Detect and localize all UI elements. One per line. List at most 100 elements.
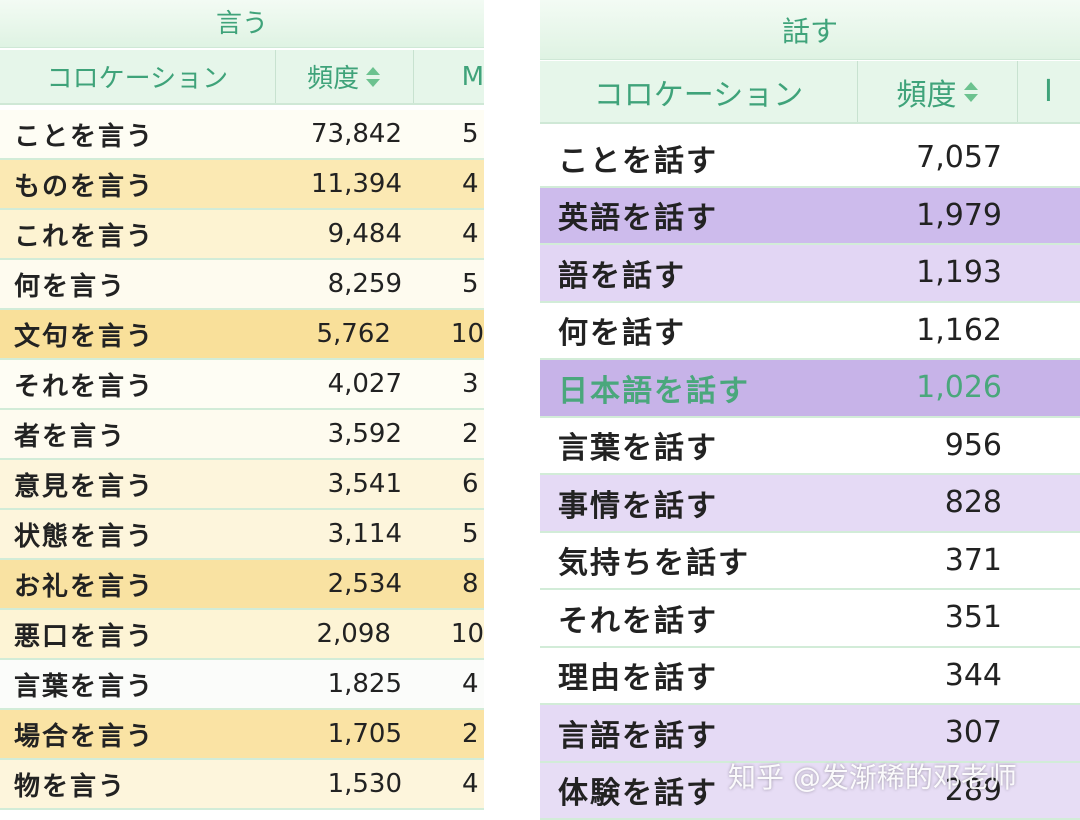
collocation-cell[interactable]: 何を言う bbox=[14, 271, 127, 302]
collocation-cell[interactable]: 物を言う bbox=[14, 771, 127, 802]
table-row[interactable]: 理由を話す 344 bbox=[540, 647, 1080, 705]
third-column-cell: 5 bbox=[462, 519, 479, 549]
frequency-cell: 1,825 bbox=[327, 669, 402, 699]
frequency-cell: 344 bbox=[944, 657, 1002, 693]
table-row[interactable]: 物を言う 1,530 4 bbox=[0, 760, 484, 810]
table-row[interactable]: 英語を話す 1,979 bbox=[540, 187, 1080, 245]
third-column-cell: 4 bbox=[462, 169, 479, 199]
frequency-cell: 5,762 bbox=[316, 319, 391, 349]
frequency-cell: 2,098 bbox=[316, 619, 391, 649]
collocation-cell[interactable]: 者を言う bbox=[14, 421, 127, 452]
collocation-cell[interactable]: 状態を言う bbox=[14, 521, 155, 552]
collocation-header-label: コロケーション bbox=[593, 77, 804, 113]
third-column-header[interactable]: M bbox=[414, 50, 484, 103]
table-header: コロケーション 頻度 I bbox=[540, 61, 1080, 124]
table-row[interactable]: ことを話す 7,057 bbox=[540, 130, 1080, 188]
table-row[interactable]: 日本語を話す 1,026 bbox=[540, 360, 1080, 418]
collocation-cell[interactable]: 気持ちを話す bbox=[558, 546, 750, 582]
table-row[interactable]: 何を言う 8,259 5 bbox=[0, 260, 484, 310]
collocation-cell[interactable]: 何を話す bbox=[558, 316, 686, 352]
table-title: 話す bbox=[540, 0, 1080, 60]
table-row[interactable]: 事情を話す 828 bbox=[540, 475, 1080, 533]
table-row[interactable]: 言葉を言う 1,825 4 bbox=[0, 660, 484, 710]
frequency-cell: 11,394 bbox=[311, 169, 402, 199]
collocation-cell[interactable]: それを話す bbox=[558, 603, 718, 639]
table-row[interactable]: 意見を言う 3,541 6 bbox=[0, 460, 484, 510]
frequency-header-label: 頻度 bbox=[896, 77, 957, 113]
table-row[interactable]: お礼を言う 2,534 8 bbox=[0, 560, 484, 610]
collocation-cell[interactable]: 英語を話す bbox=[558, 201, 718, 237]
frequency-cell: 371 bbox=[944, 542, 1002, 578]
collocation-cell[interactable]: 理由を話す bbox=[558, 661, 718, 697]
collocation-header-label: コロケーション bbox=[46, 64, 229, 94]
collocation-column-header[interactable]: コロケーション bbox=[0, 50, 276, 103]
frequency-cell: 1,705 bbox=[327, 719, 402, 749]
watermark: 知乎 @发渐稀的邓老师 bbox=[728, 761, 1017, 794]
frequency-cell: 3,592 bbox=[327, 419, 402, 449]
frequency-cell: 8,259 bbox=[327, 269, 402, 299]
collocation-cell[interactable]: それを言う bbox=[14, 371, 155, 402]
third-column-cell: 4 bbox=[462, 669, 479, 699]
left-collocation-table: 言う コロケーション 頻度 M ことを言う 73,842 5 ものを言う 11,394 4… bbox=[0, 0, 484, 820]
collocation-cell[interactable]: 言葉を話す bbox=[558, 431, 718, 467]
collocation-cell[interactable]: ことを言う bbox=[14, 121, 155, 152]
table-row[interactable]: 言葉を話す 956 bbox=[540, 417, 1080, 475]
table-row[interactable]: それを言う 4,027 3 bbox=[0, 360, 484, 410]
collocation-cell[interactable]: 体験を話す bbox=[558, 776, 718, 812]
collocation-cell[interactable]: 言葉を言う bbox=[14, 671, 155, 702]
table-body: ことを話す 7,057 英語を話す 1,979 語を話す 1,193 何を話す 1,162 日本… bbox=[540, 130, 1080, 820]
table-row[interactable]: ことを言う 73,842 5 bbox=[0, 110, 484, 160]
frequency-cell: 1,530 bbox=[327, 769, 402, 799]
collocation-cell[interactable]: これを言う bbox=[14, 221, 155, 252]
frequency-cell: 351 bbox=[944, 600, 1002, 636]
frequency-cell: 7,057 bbox=[916, 140, 1002, 176]
frequency-cell: 289 bbox=[944, 772, 1002, 808]
collocation-cell[interactable]: 語を話す bbox=[558, 258, 686, 294]
collocation-column-header[interactable]: コロケーション bbox=[540, 61, 858, 122]
frequency-cell: 3,541 bbox=[327, 469, 402, 499]
frequency-column-header[interactable]: 頻度 bbox=[858, 61, 1018, 122]
table-row[interactable]: 者を言う 3,592 2 bbox=[0, 410, 484, 460]
collocation-cell[interactable]: ものを言う bbox=[14, 171, 155, 202]
frequency-cell: 4,027 bbox=[327, 369, 402, 399]
frequency-cell: 1,193 bbox=[916, 255, 1002, 291]
table-body: ことを言う 73,842 5 ものを言う 11,394 4 これを言う 9,484 4 何を言う 8… bbox=[0, 110, 484, 810]
table-row[interactable]: 悪口を言う 2,098 10 bbox=[0, 610, 484, 660]
frequency-cell: 1,162 bbox=[916, 312, 1002, 348]
table-row[interactable]: ものを言う 11,394 4 bbox=[0, 160, 484, 210]
table-row[interactable]: 状態を言う 3,114 5 bbox=[0, 510, 484, 560]
table-row[interactable]: 何を話す 1,162 bbox=[540, 302, 1080, 360]
table-row[interactable]: 語を話す 1,193 bbox=[540, 245, 1080, 303]
third-column-cell: 2 bbox=[462, 719, 479, 749]
third-column-header[interactable]: I bbox=[1018, 61, 1080, 122]
frequency-column-header[interactable]: 頻度 bbox=[276, 50, 414, 103]
frequency-cell: 73,842 bbox=[311, 119, 402, 149]
table-row[interactable]: それを話す 351 bbox=[540, 590, 1080, 648]
table-row[interactable]: 気持ちを話す 371 bbox=[540, 532, 1080, 590]
collocation-cell[interactable]: ことを話す bbox=[558, 143, 718, 179]
table-row[interactable]: 言語を話す 307 bbox=[540, 705, 1080, 763]
frequency-cell: 307 bbox=[944, 715, 1002, 751]
collocation-cell[interactable]: 悪口を言う bbox=[14, 621, 155, 652]
collocation-cell[interactable]: 文句を言う bbox=[14, 321, 155, 352]
frequency-cell: 956 bbox=[944, 427, 1002, 463]
table-row[interactable]: これを言う 9,484 4 bbox=[0, 210, 484, 260]
collocation-cell[interactable]: 言語を話す bbox=[558, 718, 718, 754]
third-column-cell: 4 bbox=[462, 769, 479, 799]
collocation-cell[interactable]: お礼を言う bbox=[14, 571, 155, 602]
frequency-cell: 828 bbox=[944, 485, 1002, 521]
table-row[interactable]: 文句を言う 5,762 10 bbox=[0, 310, 484, 360]
table-row[interactable]: 体験を話す 289 bbox=[540, 762, 1080, 820]
collocation-cell[interactable]: 日本語を話す bbox=[558, 373, 750, 409]
collocation-cell[interactable]: 場合を言う bbox=[14, 721, 155, 752]
table-row[interactable]: 場合を言う 1,705 2 bbox=[0, 710, 484, 760]
collocation-cell[interactable]: 意見を言う bbox=[14, 471, 155, 502]
third-header-label: M bbox=[461, 61, 484, 92]
frequency-cell: 3,114 bbox=[327, 519, 402, 549]
sort-icon[interactable] bbox=[963, 81, 979, 103]
collocation-cell[interactable]: 事情を話す bbox=[558, 488, 718, 524]
third-column-cell: 10 bbox=[450, 619, 484, 649]
sort-icon[interactable] bbox=[365, 66, 381, 88]
frequency-cell: 1,026 bbox=[916, 370, 1002, 406]
third-column-cell: 3 bbox=[462, 369, 479, 399]
